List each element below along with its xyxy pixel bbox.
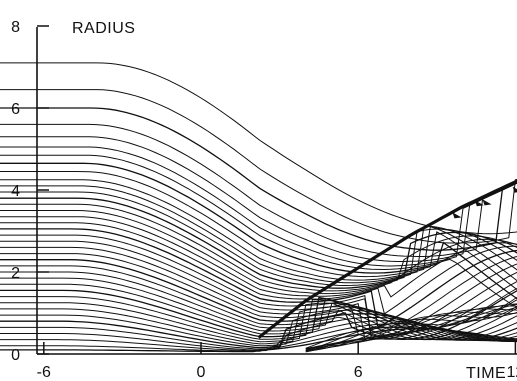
trajectory-line [0,171,517,291]
x-tick-label: 12 [507,364,517,381]
y-tick-label: 0 [11,347,20,364]
trajectory-line [0,246,517,340]
caustic-line [305,306,517,353]
trajectory-line [0,162,517,300]
trajectory-line [0,203,517,292]
trajectory-line [0,228,517,328]
trajectory-line [0,328,517,353]
caustic-line [305,306,517,352]
y-axis-title: RADIUS [72,20,135,37]
envelope-curve [257,179,517,339]
trajectory-line [0,222,517,315]
trajectory-line [0,123,517,257]
trajectory-arrow [452,212,462,219]
y-tick-label: 6 [11,101,20,118]
x-tick-label: 6 [354,364,363,381]
trajectory-line [0,283,517,341]
y-tick-label: 4 [11,183,20,200]
trajectory-line [0,154,517,308]
trajectory-line [0,277,517,341]
trajectory-line [0,197,517,289]
trajectory-arrow [474,200,484,207]
ticks: -60612182402468 [11,19,517,381]
trajectory-line [0,216,517,298]
trajectory-arrow [482,199,492,206]
y-tick-label: 2 [11,265,20,282]
trajectory-line [0,191,517,287]
trajectory-line [0,62,517,235]
trajectory-line [0,89,517,244]
caustic-line [305,308,517,350]
trajectory-line [0,210,517,295]
trajectory-line [0,271,517,341]
trajectory-line [0,185,517,284]
trajectory-line [0,296,517,341]
y-tick-label: 8 [11,19,20,36]
caustic-line [305,296,517,352]
x-tick-label: 0 [197,364,206,381]
trajectory-line [0,323,517,352]
x-axis-title: TIME [466,365,506,381]
trajectory-line [0,302,517,343]
trajectory-line [0,146,517,267]
caustic-line [305,303,517,350]
trajectory-line [0,179,517,282]
trajectory-line [0,289,517,341]
trajectory-arrows [452,186,517,219]
trajectory-arrow [512,186,517,193]
trajectory-lines [0,62,517,353]
trajectory-line [0,326,517,352]
envelope-line [257,179,517,339]
trajectory-line [0,234,517,337]
caustic-line [305,287,517,349]
trajectory-line [0,107,517,251]
caustic-line [305,305,517,349]
x-tick-label: -6 [37,364,51,381]
